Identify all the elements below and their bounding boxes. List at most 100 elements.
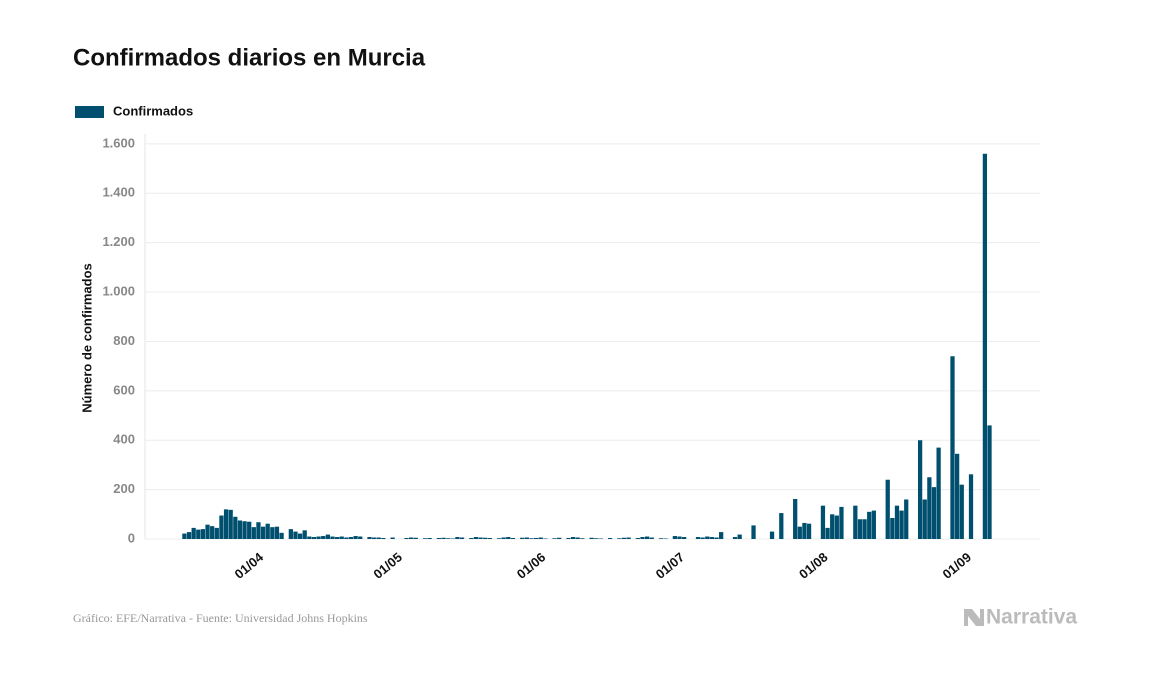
y-axis-title: Número de confirmados [79, 263, 94, 413]
bar [228, 509, 233, 539]
bar [214, 527, 219, 539]
bar [339, 536, 344, 539]
bar [779, 513, 784, 539]
bar [260, 526, 266, 539]
bar [307, 536, 312, 539]
bar [621, 537, 627, 539]
bar [885, 479, 890, 539]
bar [552, 538, 557, 539]
bar [404, 538, 409, 539]
bar [899, 510, 904, 539]
bar [806, 523, 812, 539]
bar [242, 521, 247, 539]
bar [427, 538, 432, 539]
bar [959, 484, 964, 539]
bar [469, 538, 474, 539]
bar [459, 537, 465, 539]
bar [640, 537, 645, 539]
bar [862, 519, 867, 539]
bar [700, 537, 705, 539]
bar [196, 529, 201, 539]
bar [371, 537, 377, 539]
bar [358, 536, 363, 539]
bar [890, 518, 895, 539]
bar [695, 537, 701, 539]
y-tick-label: 200 [113, 481, 135, 496]
bar [709, 537, 715, 539]
bar [529, 538, 534, 539]
bar [867, 511, 872, 539]
bar [644, 536, 650, 539]
bar [219, 515, 224, 539]
bar [538, 537, 543, 539]
bar [705, 536, 710, 539]
y-tick-label: 600 [113, 382, 135, 397]
bar [501, 537, 506, 539]
bar [617, 538, 622, 539]
bar [719, 532, 724, 539]
bar [830, 514, 835, 539]
bar [297, 533, 303, 539]
bar [580, 538, 585, 539]
x-tick-label: 01/08 [796, 549, 831, 581]
bar [570, 537, 576, 539]
bar [797, 526, 802, 539]
bar [793, 498, 798, 539]
bar [594, 538, 599, 539]
bar [422, 538, 428, 539]
y-tick-label: 400 [113, 432, 135, 447]
bar [496, 538, 502, 539]
bar [950, 356, 955, 539]
bar [367, 537, 372, 539]
bar [825, 527, 830, 539]
bar [483, 537, 488, 539]
bar [247, 521, 252, 539]
bar [575, 537, 580, 539]
bar [288, 529, 293, 539]
bar [348, 537, 354, 539]
bar [533, 538, 539, 539]
bar [737, 534, 742, 539]
bar [409, 537, 414, 539]
bar [325, 534, 330, 539]
bar [626, 537, 631, 539]
legend-label: Confirmados [113, 103, 193, 118]
bar [274, 526, 280, 539]
bar [279, 532, 284, 539]
bar [205, 524, 210, 539]
bar [223, 509, 229, 539]
bar [566, 538, 571, 539]
logo-text: Narrativa [986, 606, 1077, 629]
bar [677, 536, 682, 539]
bar [987, 425, 992, 539]
bar [557, 537, 562, 539]
bar [441, 537, 446, 539]
bar [321, 536, 326, 539]
legend-swatch [75, 106, 104, 118]
y-tick-label: 1.600 [102, 135, 135, 150]
bar [820, 505, 826, 539]
bar [672, 536, 678, 539]
bar [589, 537, 594, 539]
bar [251, 527, 256, 539]
bar [769, 531, 775, 539]
bar [455, 537, 460, 539]
bar [649, 537, 654, 539]
bar [390, 537, 395, 539]
bar [954, 453, 960, 539]
x-tick-label: 01/09 [940, 549, 975, 581]
bar [922, 499, 927, 539]
bar [524, 537, 529, 539]
bar [510, 538, 516, 539]
bar [732, 537, 738, 539]
bar [436, 538, 442, 539]
bar [839, 506, 844, 539]
logo-icon [964, 609, 984, 626]
bar [853, 505, 858, 539]
bar [982, 153, 988, 539]
bar [968, 474, 974, 539]
bar [871, 510, 876, 539]
bar [751, 525, 756, 539]
bar [233, 516, 238, 539]
